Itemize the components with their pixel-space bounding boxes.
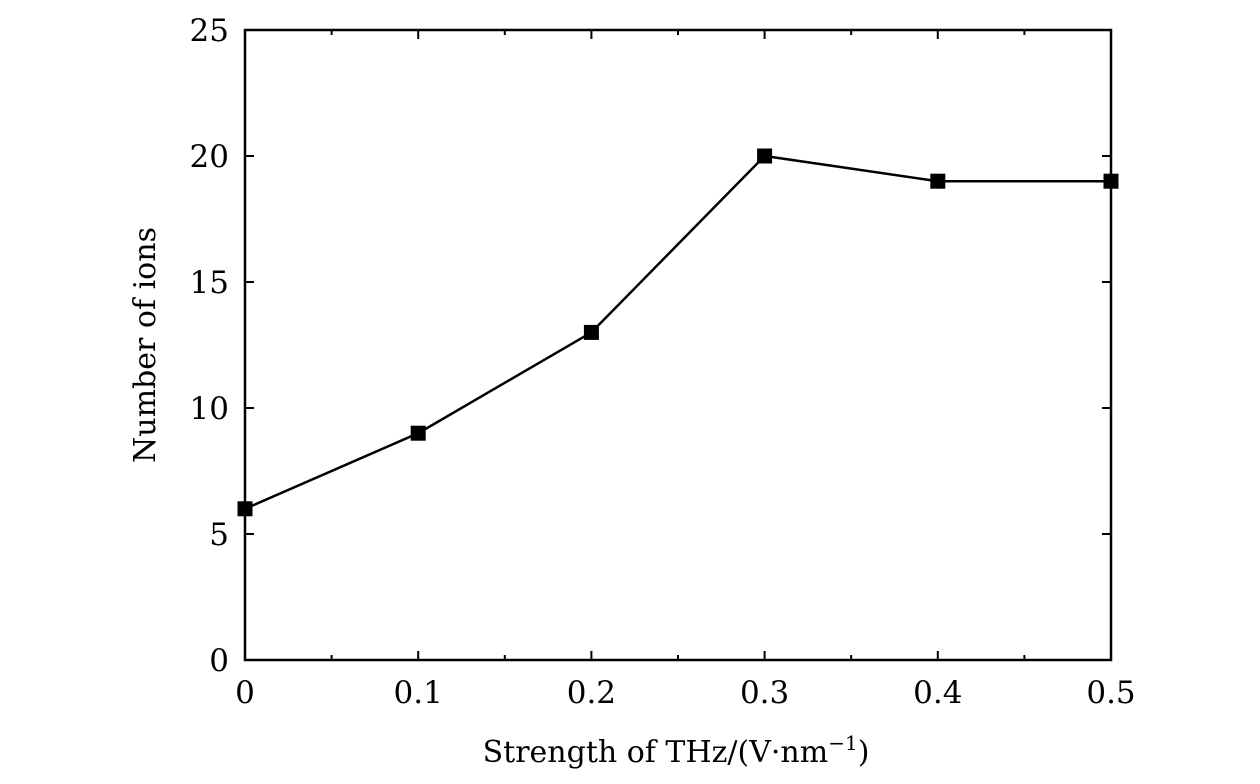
y-tick-label: 15	[190, 265, 229, 301]
data-point-marker	[757, 148, 773, 164]
plot-frame	[243, 28, 1113, 662]
y-tick-label: 0	[209, 643, 229, 679]
series-line	[244, 154, 1111, 510]
x-tick-label: 0.5	[1086, 675, 1135, 711]
x-axis-title: Strength of THz/(V·nm−1)	[483, 731, 870, 770]
x-tick-label: 0.1	[394, 675, 443, 711]
y-axis-ticks: 0 5 10 15 20 25	[190, 13, 1111, 679]
x-tick-label: 0.3	[740, 675, 789, 711]
x-axis-title-exponent: −1	[828, 731, 857, 755]
y-tick-label: 5	[209, 517, 229, 553]
data-point-marker	[1103, 173, 1119, 189]
x-tick-label: 0.2	[567, 675, 616, 711]
x-tick-label: 0.4	[913, 675, 962, 711]
y-axis-title: Number of ions	[128, 227, 163, 463]
data-point-marker	[410, 425, 426, 441]
data-point-marker	[583, 324, 599, 340]
data-point-marker	[237, 501, 253, 517]
data-point-marker	[930, 173, 946, 189]
y-tick-label: 20	[190, 139, 229, 175]
x-axis-title-main: Strength of THz/(V·nm	[483, 735, 829, 770]
x-axis-title-close: )	[858, 735, 870, 770]
x-tick-label: 0	[235, 675, 255, 711]
x-axis-ticks: 0 0.1 0.2 0.3 0.4 0.5	[235, 30, 1136, 711]
y-tick-label: 10	[190, 391, 229, 427]
series-layer	[237, 148, 1119, 517]
y-tick-label: 25	[190, 13, 229, 49]
